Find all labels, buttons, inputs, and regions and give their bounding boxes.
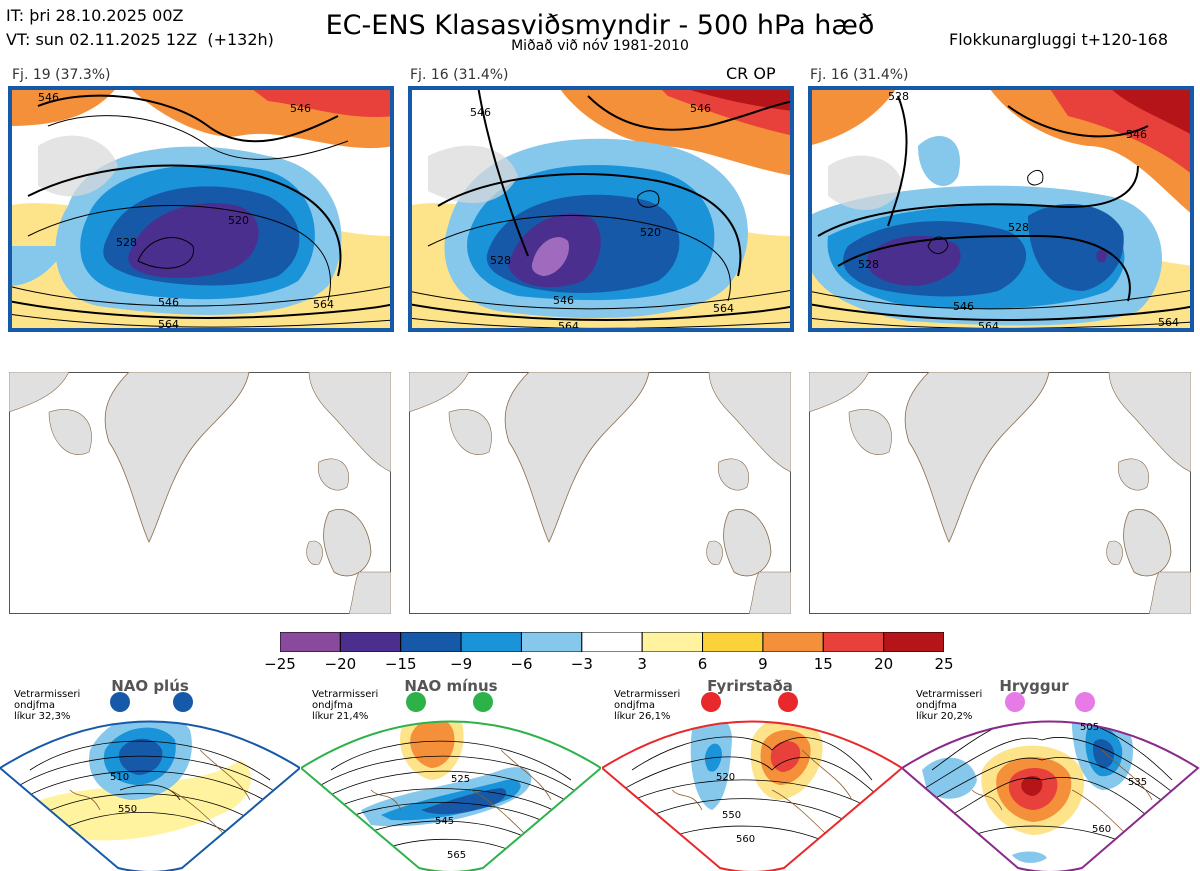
- cluster-map-2: 546 528 546 520 546 564 564: [408, 86, 794, 332]
- colorbar-swatch-9: [762, 632, 824, 652]
- regime-2-contour-label-2: 545: [435, 816, 454, 827]
- panel-1-contour-label-4: 520: [228, 214, 249, 227]
- page-title: EC-ENS Klasasviðsmyndir - 500 hPa hæð: [325, 10, 875, 41]
- panel-3-contour-label-5: 546: [953, 300, 974, 313]
- issue-time: IT: þri 28.10.2025 00Z: [6, 6, 184, 25]
- cluster-map-1: 546 528 546 520 546 564 564: [8, 86, 394, 332]
- regime-1-marker-left: [110, 692, 130, 712]
- regime-2-contour-label-1: 525: [451, 774, 470, 785]
- regime-map-blocking: 520 550 560: [602, 692, 902, 871]
- regime-3-note: Vetrarmisseri ondjfma líkur 26,1%: [614, 689, 681, 722]
- regime-3-contour-label-1: 520: [716, 772, 735, 783]
- colorbar-tick-3: −15: [384, 655, 417, 673]
- regime-1-title: NAO plús: [111, 677, 189, 695]
- regime-map-nao-minus: 525 545 565: [301, 692, 601, 871]
- panel-3-contour-label-4: 528: [1008, 221, 1029, 234]
- panel-1-contour-label-1: 546: [38, 91, 59, 104]
- panel-3-contour-label-7: 564: [1158, 316, 1179, 329]
- panel-1-contour-label-6: 564: [313, 298, 334, 311]
- panel-1-label: Fj. 19 (37.3%): [12, 67, 111, 83]
- regime-4-contour-label-1: 505: [1080, 722, 1099, 733]
- regime-1-contour-label-2: 550: [118, 804, 137, 815]
- colorbar-tick-9: 9: [758, 655, 768, 673]
- colorbar-swatch-8: [702, 632, 764, 652]
- regime-map-ridge: 505 535 560: [902, 692, 1200, 871]
- colorbar-tick-12: 25: [934, 655, 954, 673]
- panel-2-contour-label-3: 546: [690, 102, 711, 115]
- regime-1-contour-label-1: 510: [110, 772, 129, 783]
- colorbar: [280, 632, 944, 652]
- colorbar-swatch-3: [400, 632, 462, 652]
- regime-4-marker-left: [1005, 692, 1025, 712]
- colorbar-tick-8: 6: [697, 655, 708, 673]
- panel-1-contour-label-5: 546: [158, 296, 179, 309]
- regime-2-title: NAO mínus: [404, 677, 498, 695]
- panel-2-contour-label-2: 528: [490, 254, 511, 267]
- regime-3-title: Fyrirstaða: [707, 677, 793, 695]
- regime-4-title: Hryggur: [999, 677, 1069, 695]
- regime-1-marker-right: [173, 692, 193, 712]
- colorbar-swatch-2: [339, 632, 402, 652]
- panel-3-contour-label-2: 546: [1126, 128, 1147, 141]
- basemap-1: [9, 372, 391, 614]
- colorbar-tick-6: −3: [570, 655, 593, 673]
- regime-3-marker-right: [778, 692, 798, 712]
- classification-window: Flokkunargluggi t+120-168: [949, 30, 1168, 49]
- colorbar-swatch-6: [581, 632, 643, 652]
- colorbar-swatch-7: [641, 632, 704, 652]
- regime-4-contour-label-2: 535: [1128, 777, 1147, 788]
- panel-1-contour-label-2: 528: [116, 236, 137, 249]
- panel-2-contour-label-6: 564: [713, 302, 734, 315]
- cluster-map-3: 528 546 528 528 546 564 564: [808, 86, 1194, 332]
- regime-4-contour-label-3: 560: [1092, 824, 1111, 835]
- regime-4-marker-right: [1075, 692, 1095, 712]
- panel-2-op-label: CR OP: [726, 64, 776, 83]
- colorbar-tick-2: −20: [324, 655, 357, 673]
- panel-1-contour-label-7: 564: [158, 318, 179, 331]
- regime-2-marker-right: [473, 692, 493, 712]
- colorbar-tick-4: −9: [450, 655, 473, 673]
- colorbar-swatch-1: [280, 632, 341, 652]
- regime-3-marker-left: [701, 692, 721, 712]
- colorbar-tick-11: 20: [874, 655, 894, 673]
- valid-time: VT: sun 02.11.2025 12Z (+132h): [6, 30, 274, 49]
- panel-3-label: Fj. 16 (31.4%): [810, 67, 909, 83]
- panel-3-contour-label-1: 528: [888, 90, 909, 103]
- basemap-2: [409, 372, 791, 614]
- colorbar-swatch-10: [822, 632, 885, 652]
- colorbar-tick-1: −25: [264, 655, 296, 673]
- regime-2-contour-label-3: 565: [447, 850, 466, 861]
- regime-1-note: Vetrarmisseri ondjfma líkur 32,3%: [14, 689, 81, 722]
- panel-1-contour-label-3: 546: [290, 102, 311, 115]
- colorbar-tick-10: 15: [813, 655, 833, 673]
- basemap-3: [809, 372, 1191, 614]
- panel-2-label: Fj. 16 (31.4%): [410, 67, 509, 83]
- colorbar-tick-5: −6: [510, 655, 533, 673]
- regime-2-marker-left: [406, 692, 426, 712]
- colorbar-swatch-5: [520, 632, 583, 652]
- panel-2-contour-label-1: 546: [470, 106, 491, 119]
- page-subtitle: Miðað við nóv 1981-2010: [511, 38, 689, 54]
- colorbar-tick-7: 3: [637, 655, 647, 673]
- regime-map-nao-plus: 510 550: [0, 692, 300, 871]
- regime-4-note: Vetrarmisseri ondjfma líkur 20,2%: [916, 689, 983, 722]
- panel-2-contour-label-4: 520: [640, 226, 661, 239]
- regime-3-contour-label-3: 560: [736, 834, 755, 845]
- colorbar-swatch-4: [460, 632, 522, 652]
- regime-2-note: Vetrarmisseri ondjfma líkur 21,4%: [312, 689, 379, 722]
- regime-3-contour-label-2: 550: [722, 810, 741, 821]
- panel-2-contour-label-5: 546: [553, 294, 574, 307]
- panel-3-contour-label-3: 528: [858, 258, 879, 271]
- colorbar-swatch-11: [883, 632, 944, 652]
